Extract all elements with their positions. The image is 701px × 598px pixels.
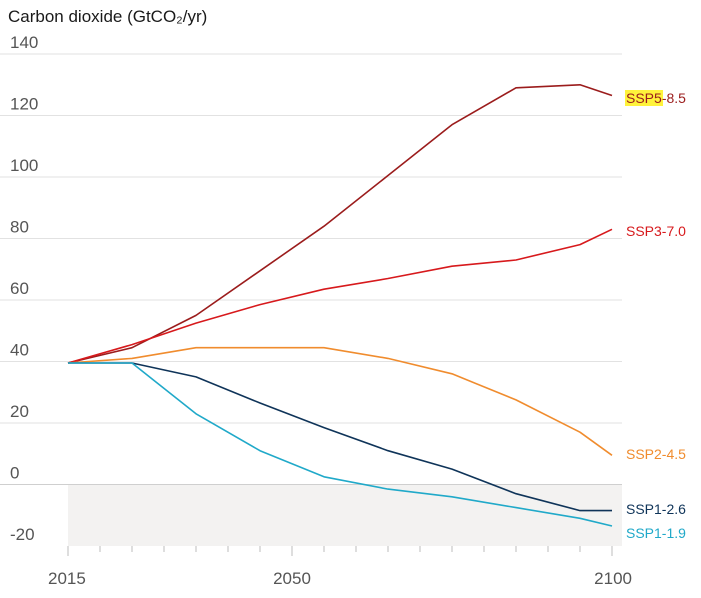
x-tick-label: 2015 <box>48 569 86 588</box>
y-tick-label: 140 <box>10 33 38 52</box>
series-label-rest: -8.5 <box>662 90 686 106</box>
y-tick-label: 40 <box>10 341 29 360</box>
y-tick-label: 20 <box>10 402 29 421</box>
series-label-highlight-box <box>625 90 664 106</box>
series-line-ssp1-2-6 <box>68 362 612 512</box>
chart-title: Carbon dioxide (GtCO₂/yr) <box>8 7 207 26</box>
series-label: SSP1-1.9 <box>626 525 686 541</box>
y-tick-label: 60 <box>10 279 29 298</box>
series-label: SSP2-4.5 <box>626 446 686 462</box>
series-line-ssp2-4-5 <box>67 346 613 456</box>
series-label: SSP5-8.5 <box>626 90 686 106</box>
y-tick-label: 0 <box>10 464 19 483</box>
y-tick-label: 80 <box>10 218 29 237</box>
series-lines <box>67 84 613 527</box>
series-line-ssp3-7-0 <box>67 228 613 364</box>
y-tick-label: 100 <box>10 156 38 175</box>
series-label: SSP3-7.0 <box>626 223 686 239</box>
series-label-highlight: SSP5 <box>626 90 662 106</box>
y-tick-label: -20 <box>10 525 35 544</box>
negative-emissions-region <box>68 484 622 546</box>
series-labels: SSP5-8.5 SSP3-7.0 SSP2-4.5 SSP1-2.6 SSP1-1.9 <box>625 90 686 541</box>
x-tick-label: 2100 <box>594 569 632 588</box>
x-axis: 2015 2050 2100 <box>48 546 632 588</box>
y-tick-label: 120 <box>10 95 38 114</box>
series-label: SSP1-2.6 <box>626 501 686 517</box>
series-line-ssp5-8-5 <box>67 84 613 364</box>
series-line-ssp1-1-9 <box>68 362 613 527</box>
x-tick-label: 2050 <box>273 569 311 588</box>
y-axis: -20 0 20 40 60 80 100 120 140 <box>10 33 38 544</box>
